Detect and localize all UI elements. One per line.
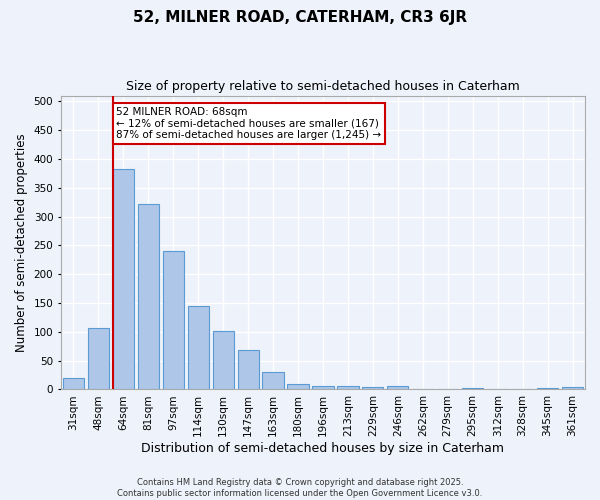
Bar [113,168,134,390]
Bar [63,378,84,390]
Bar [262,372,284,390]
Bar [462,388,484,390]
Title: Size of property relative to semi-detached houses in Caterham: Size of property relative to semi-detach… [126,80,520,93]
Bar [362,386,383,390]
Bar [562,387,583,390]
Bar [337,386,359,390]
Bar [537,388,558,390]
Text: Contains HM Land Registry data © Crown copyright and database right 2025.
Contai: Contains HM Land Registry data © Crown c… [118,478,482,498]
Bar [313,386,334,390]
Bar [188,306,209,390]
Bar [163,250,184,390]
Bar [238,350,259,390]
Bar [137,204,159,390]
Y-axis label: Number of semi-detached properties: Number of semi-detached properties [15,133,28,352]
Bar [212,330,234,390]
Bar [88,328,109,390]
Text: 52, MILNER ROAD, CATERHAM, CR3 6JR: 52, MILNER ROAD, CATERHAM, CR3 6JR [133,10,467,25]
Text: 52 MILNER ROAD: 68sqm
← 12% of semi-detached houses are smaller (167)
87% of sem: 52 MILNER ROAD: 68sqm ← 12% of semi-deta… [116,107,382,140]
Bar [287,384,308,390]
X-axis label: Distribution of semi-detached houses by size in Caterham: Distribution of semi-detached houses by … [142,442,505,455]
Bar [387,386,409,390]
